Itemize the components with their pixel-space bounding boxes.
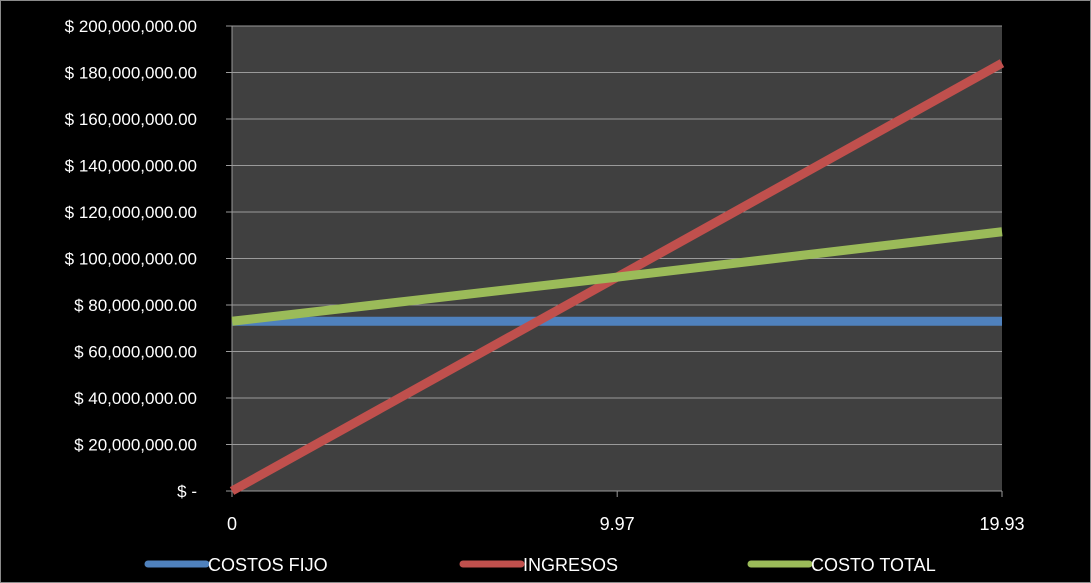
x-tick-label: 19.93: [979, 514, 1024, 534]
x-axis-tick-labels: 0 9.97 19.93: [227, 514, 1025, 534]
legend-label: COSTOS FIJO: [208, 555, 328, 575]
y-tick-label: $ 180,000,000.00: [65, 64, 197, 83]
y-tick-label: $ 120,000,000.00: [65, 203, 197, 222]
y-tick-label: $ 80,000,000.00: [74, 296, 197, 315]
y-tick-label: $ 60,000,000.00: [74, 343, 197, 362]
y-tick-label: $ 100,000,000.00: [65, 250, 197, 269]
series-line: [231, 227, 1003, 326]
x-tick-label: 0: [227, 514, 237, 534]
legend-label: COSTO TOTAL: [811, 555, 936, 575]
y-tick-label: $ 200,000,000.00: [65, 17, 197, 36]
legend: COSTOS FIJO INGRESOS COSTO TOTAL: [144, 555, 936, 575]
y-tick-label: $ 160,000,000.00: [65, 110, 197, 129]
y-tick-label: $ 140,000,000.00: [65, 157, 197, 176]
y-tick-label: $ -: [177, 482, 197, 501]
y-axis-tick-labels: $ - $ 20,000,000.00 $ 40,000,000.00 $ 60,00…: [65, 17, 197, 501]
legend-label: INGRESOS: [523, 555, 618, 575]
y-tick-label: $ 40,000,000.00: [74, 389, 197, 408]
x-tick-label: 9.97: [600, 514, 635, 534]
y-tick-label: $ 20,000,000.00: [74, 436, 197, 455]
series-lines: [229, 59, 1005, 495]
